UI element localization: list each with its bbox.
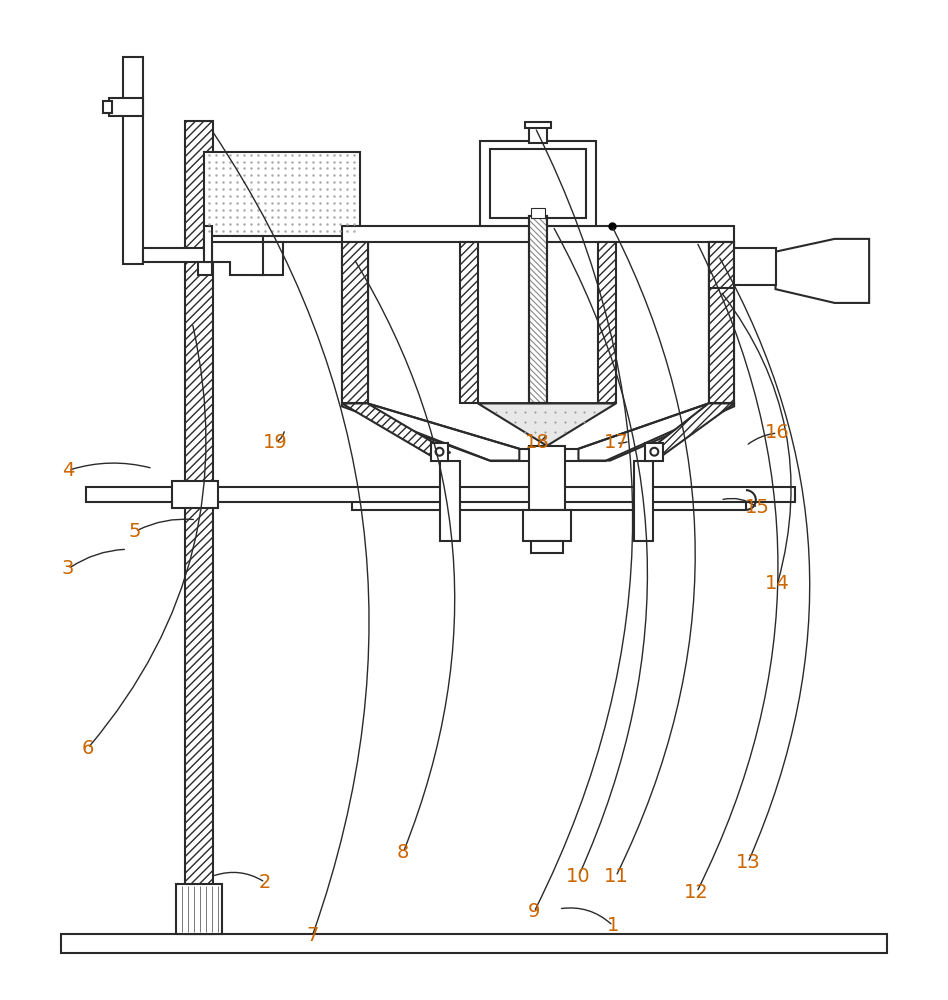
Bar [61,934,887,953]
Bar [523,510,571,541]
Bar [531,208,545,218]
Bar [352,490,746,510]
Bar [529,216,547,403]
Bar [85,487,795,502]
Circle shape [435,448,444,456]
Text: 2: 2 [259,873,271,892]
Bar [531,541,563,553]
Bar [598,242,616,403]
Text: 14: 14 [765,574,790,593]
Bar [646,443,664,461]
Bar [204,152,359,236]
Text: 9: 9 [528,902,540,921]
Bar [478,242,598,403]
Bar [198,262,212,275]
Text: 3: 3 [62,559,74,578]
Bar [708,242,734,288]
Polygon shape [578,403,734,461]
Bar [708,242,734,403]
Bar [185,121,213,934]
Polygon shape [342,403,450,456]
Bar [204,236,264,256]
Polygon shape [261,242,283,275]
Bar [633,461,653,541]
Bar [143,248,206,262]
Polygon shape [775,239,869,303]
Text: 7: 7 [306,926,319,945]
Bar [102,101,113,113]
Text: 16: 16 [765,423,790,442]
Text: 18: 18 [524,433,550,452]
Bar [529,216,547,403]
Circle shape [650,448,658,456]
Bar [176,884,222,934]
Text: 8: 8 [397,843,410,862]
Text: 6: 6 [82,739,94,758]
Bar [109,98,143,116]
Text: 13: 13 [736,853,760,872]
Polygon shape [204,226,212,262]
Bar [123,57,143,264]
Text: 11: 11 [604,867,629,886]
Text: 15: 15 [745,498,770,517]
Bar [525,122,551,128]
Text: 10: 10 [566,867,591,886]
Bar [173,481,218,508]
Text: 12: 12 [684,883,709,902]
Polygon shape [646,403,734,456]
Bar [480,141,596,226]
Bar [529,446,565,510]
Text: 17: 17 [604,433,629,452]
Text: 4: 4 [62,461,74,480]
Bar [342,242,368,403]
Text: 1: 1 [607,916,619,935]
Bar [529,126,547,143]
Bar [430,443,448,461]
Bar [734,248,775,285]
Polygon shape [478,403,616,446]
Text: 5: 5 [129,522,141,541]
Text: 19: 19 [263,433,287,452]
Bar [342,226,734,242]
Bar [490,149,586,218]
Polygon shape [212,242,264,275]
Polygon shape [253,256,264,275]
Bar [460,242,478,403]
Bar [441,461,460,541]
Polygon shape [342,403,520,461]
